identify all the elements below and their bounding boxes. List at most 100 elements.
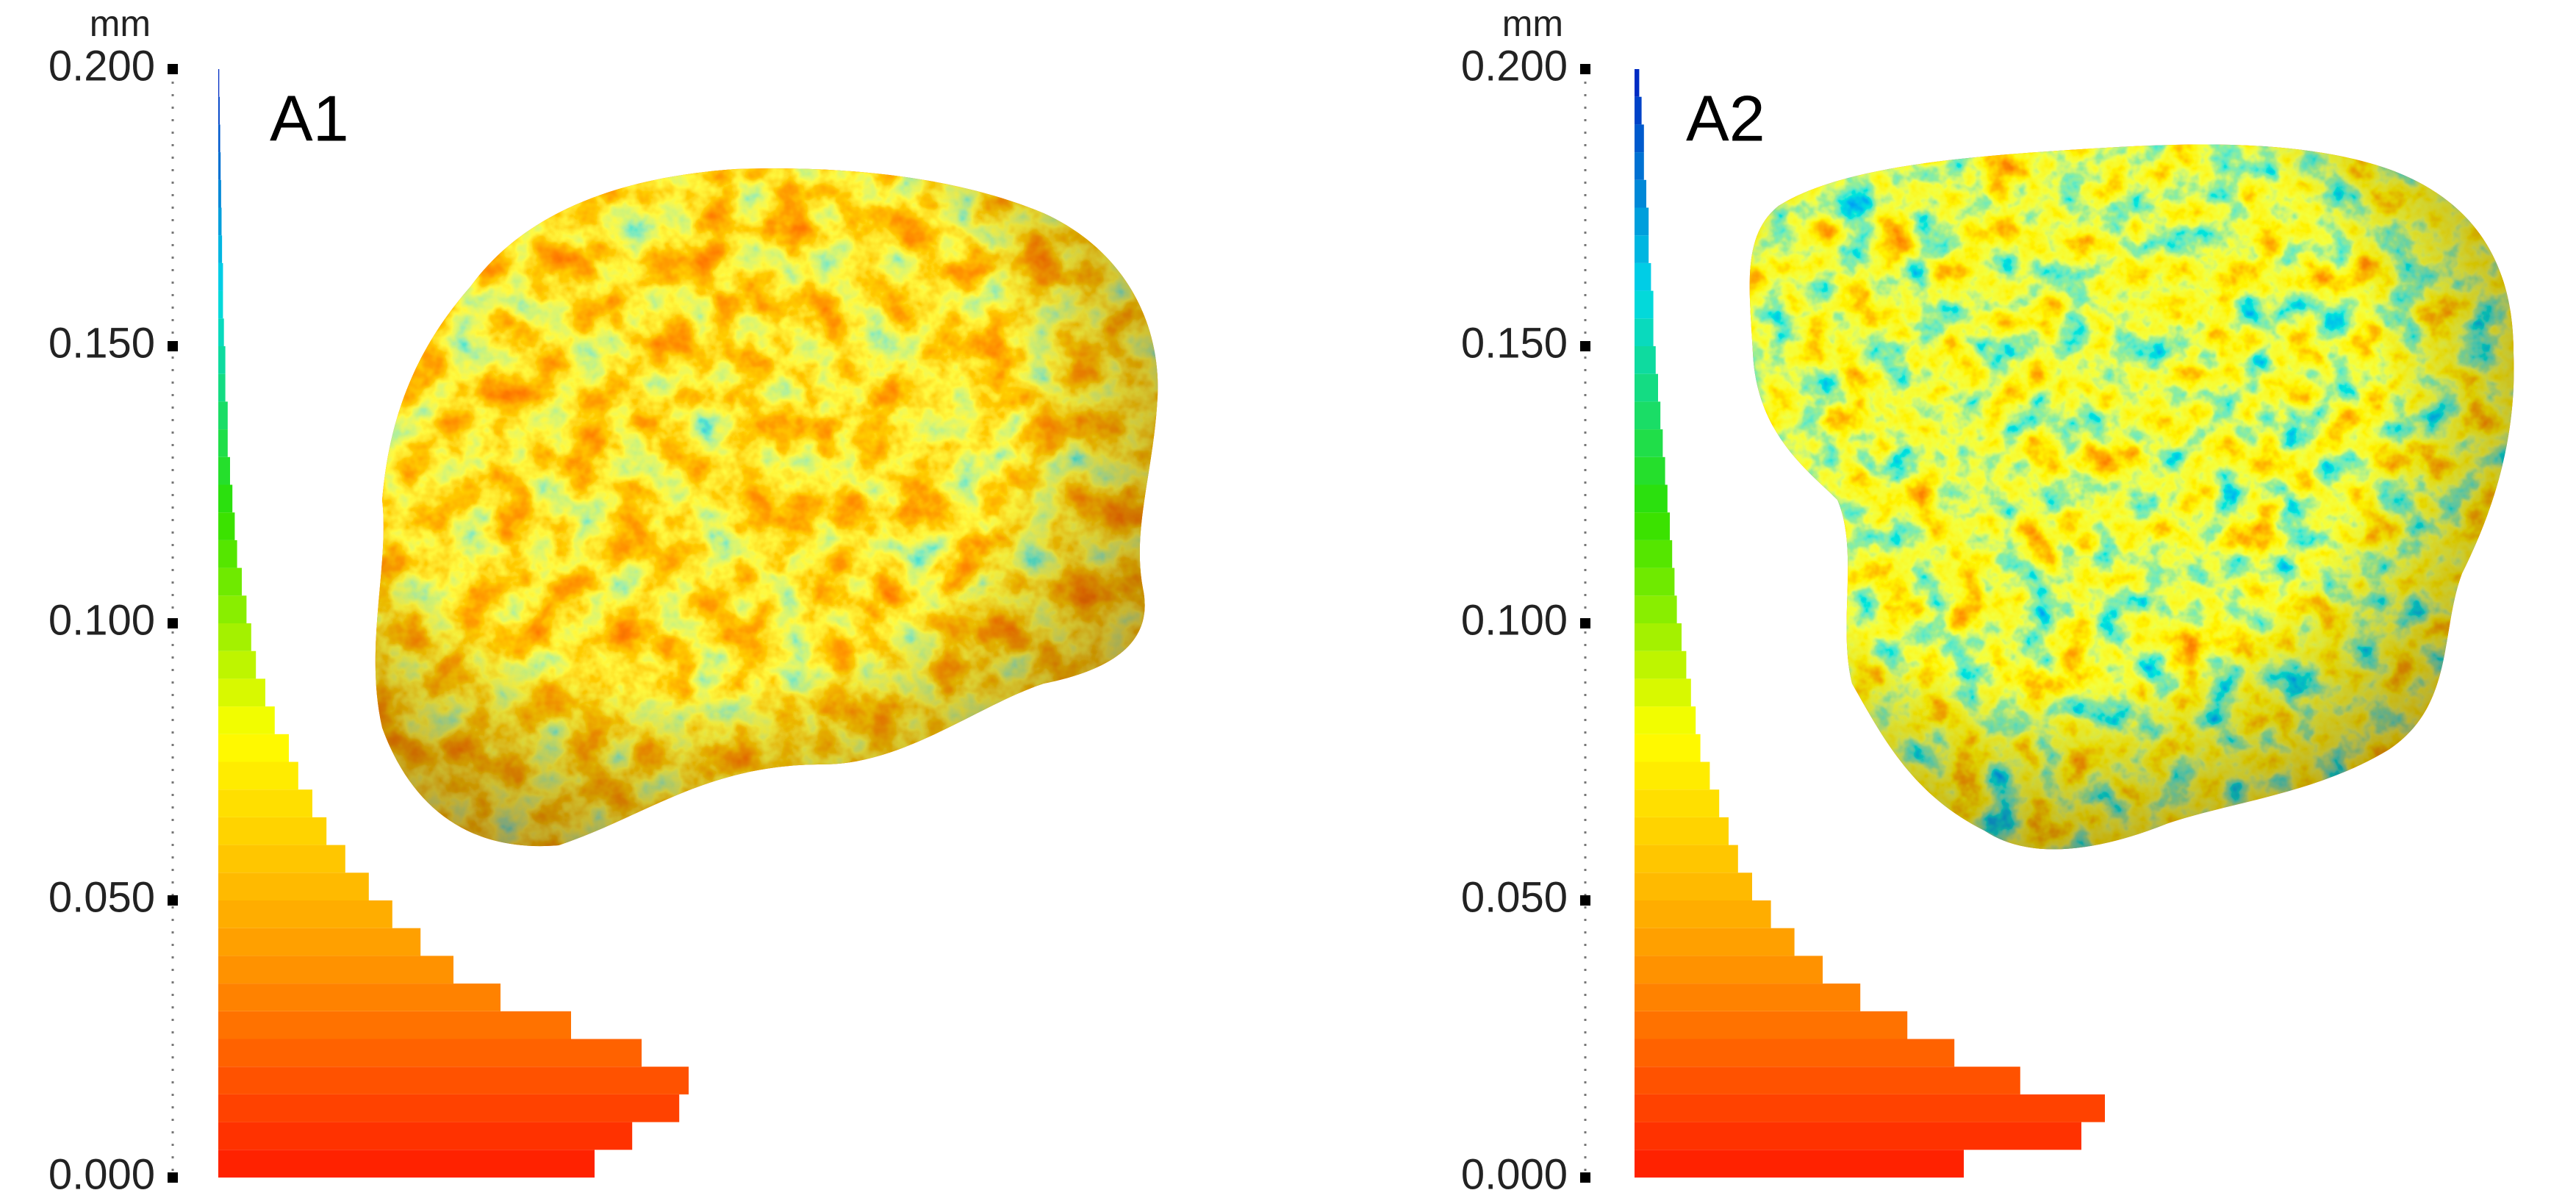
histogram-bar — [218, 346, 226, 374]
histogram-bar — [1635, 1150, 1964, 1178]
histogram-bar — [218, 512, 235, 540]
histogram-bar — [218, 1122, 633, 1150]
histogram-bar — [1635, 512, 1670, 540]
y-tick-label: 0.200 — [49, 42, 155, 90]
histogram-bar — [218, 762, 298, 790]
histogram-bar — [218, 623, 251, 651]
histogram-bar — [1635, 1122, 2081, 1150]
histogram-bar — [218, 262, 223, 291]
tick-mark — [168, 895, 178, 906]
histogram-bar — [218, 429, 228, 457]
histogram-bar — [218, 872, 369, 900]
histogram-bar — [1635, 734, 1701, 762]
histogram-bar — [1635, 900, 1771, 928]
histogram-bar — [218, 290, 223, 319]
histogram-bar — [218, 1150, 595, 1178]
histogram-bar — [1635, 456, 1665, 485]
histogram-bar — [1635, 762, 1710, 790]
histogram-bar — [218, 595, 247, 623]
histogram-bar — [218, 900, 392, 928]
y-tick-label: 0.100 — [49, 596, 155, 644]
tick-mark — [168, 64, 178, 74]
histogram-bar — [218, 401, 228, 430]
surface-render-a2 — [1749, 144, 2514, 850]
panel-title: A1 — [270, 82, 349, 154]
histogram-bar — [218, 956, 453, 984]
histogram-bar — [218, 318, 224, 346]
histogram-bar — [1635, 96, 1642, 125]
surface-shade — [1749, 144, 2514, 850]
histogram-bar — [1635, 928, 1795, 956]
histogram-bar — [218, 567, 242, 596]
y-axis-unit: mm — [90, 3, 151, 44]
tick-mark — [1580, 341, 1590, 351]
histogram-bar — [1635, 207, 1649, 236]
histogram-bar — [1635, 1011, 1908, 1039]
tick-mark — [168, 1172, 178, 1183]
histogram-bar — [1635, 1039, 1955, 1067]
histogram-bar — [218, 678, 265, 707]
y-tick-label: 0.050 — [1461, 873, 1568, 921]
y-tick-label: 0.200 — [1461, 42, 1568, 90]
histogram-bar — [218, 928, 421, 956]
histogram-bar — [218, 540, 237, 568]
tick-mark — [1580, 64, 1590, 74]
histogram-bar — [218, 152, 221, 180]
y-tick-label: 0.100 — [1461, 596, 1568, 644]
histogram-bar — [1635, 69, 1640, 97]
histogram-bar — [1635, 152, 1644, 180]
histogram-bar — [218, 484, 233, 513]
y-axis-unit: mm — [1502, 3, 1563, 44]
histogram-bar — [1635, 845, 1738, 873]
histogram-bar — [1635, 179, 1646, 208]
histogram-bar — [1635, 1067, 2020, 1094]
histogram-bar — [218, 734, 289, 762]
histogram-bar — [1635, 290, 1654, 319]
y-tick-label: 0.000 — [1461, 1150, 1568, 1198]
histogram-bar — [1635, 235, 1649, 263]
histogram-bar — [1635, 262, 1651, 291]
y-tick-label: 0.150 — [49, 319, 155, 367]
histogram-bar — [218, 1067, 689, 1094]
histogram-bar — [1635, 373, 1658, 402]
histogram-bar — [1635, 567, 1675, 596]
y-tick-label: 0.150 — [1461, 319, 1568, 367]
histogram-bar — [218, 983, 501, 1011]
surface-render-a1 — [375, 168, 1158, 847]
tick-mark — [1580, 1172, 1590, 1183]
histogram-bar — [1635, 651, 1687, 679]
y-tick-label: 0.000 — [49, 1150, 155, 1198]
histogram-bar — [218, 96, 220, 125]
histogram-bar — [1635, 429, 1663, 457]
histogram-bar — [1635, 346, 1656, 374]
histogram-bar — [218, 706, 275, 734]
histogram-bar — [218, 69, 220, 97]
histogram-bar — [1635, 789, 1720, 817]
histogram-bar — [1635, 956, 1823, 984]
histogram-bar — [1635, 124, 1644, 153]
y-tick-label: 0.050 — [49, 873, 155, 921]
tick-mark — [1580, 895, 1590, 906]
tick-mark — [168, 341, 178, 351]
histogram-bar — [218, 1094, 680, 1122]
histogram-bar — [1635, 983, 1861, 1011]
histogram-bar — [1635, 872, 1752, 900]
histogram-bar — [218, 124, 220, 153]
panel-title: A2 — [1686, 82, 1765, 154]
histogram-bar — [218, 1039, 642, 1067]
histogram-bar — [218, 817, 327, 845]
histogram-bar — [218, 456, 230, 485]
histogram-bar — [1635, 540, 1673, 568]
histogram-bar — [1635, 401, 1661, 430]
histogram-bar — [1635, 318, 1654, 346]
histogram-bar — [1635, 678, 1691, 707]
histogram-bar — [1635, 706, 1696, 734]
histogram-bar — [218, 789, 312, 817]
histogram-bar — [218, 651, 256, 679]
histogram-bar — [218, 179, 221, 208]
histogram-bar — [218, 373, 226, 402]
tick-mark — [168, 618, 178, 628]
histogram-bar — [218, 207, 222, 236]
